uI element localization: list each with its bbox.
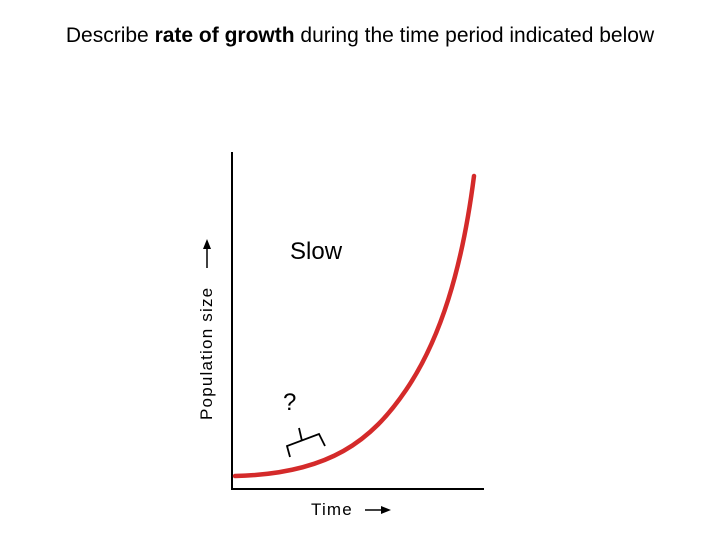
answer-label: Slow	[290, 238, 343, 265]
question-emphasis: rate of growth	[154, 24, 295, 47]
y-axis-arrow-icon	[203, 239, 211, 268]
bracket-icon	[285, 427, 326, 458]
question-heading: Describe rate of growth during the time …	[0, 24, 720, 48]
y-axis-label: Population size	[197, 287, 216, 420]
x-axis-arrow-icon	[365, 506, 391, 514]
x-axis-label: Time	[311, 500, 353, 519]
growth-curve	[232, 173, 477, 479]
question-prefix: Describe	[65, 24, 155, 47]
marker-label: ?	[283, 389, 296, 416]
question-suffix: during the time period indicated below	[294, 24, 655, 47]
